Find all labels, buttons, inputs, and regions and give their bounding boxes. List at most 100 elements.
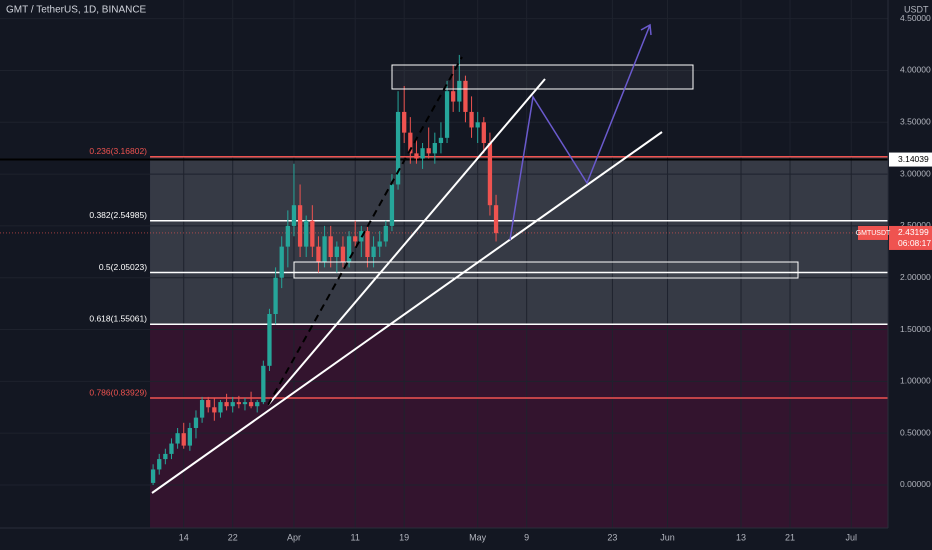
candle-body bbox=[493, 205, 499, 234]
candle-body bbox=[328, 236, 333, 258]
fib-label: 0.236(3.16802) bbox=[89, 146, 147, 156]
candle-body bbox=[426, 148, 431, 154]
drawings bbox=[151, 23, 799, 494]
dashed-trend-line bbox=[267, 56, 463, 406]
y-tick-label: 4.50000 bbox=[900, 13, 931, 23]
x-tick-label: Jul bbox=[845, 532, 857, 542]
x-tick-label: May bbox=[469, 532, 487, 542]
candle-body bbox=[304, 220, 309, 247]
time-axis bbox=[0, 528, 888, 550]
y-tick-label: 4.00000 bbox=[900, 65, 931, 75]
symbol-tag bbox=[858, 225, 888, 240]
candle-body bbox=[291, 205, 297, 226]
candle-body bbox=[365, 231, 370, 258]
y-tick-label: 0.50000 bbox=[900, 427, 931, 437]
y-tick-label: 3.50000 bbox=[900, 117, 931, 127]
candle-body bbox=[230, 402, 235, 407]
x-tick-label: 14 bbox=[179, 532, 189, 542]
fib-zone bbox=[150, 324, 888, 528]
candle-body bbox=[163, 453, 168, 460]
candle-body bbox=[181, 433, 186, 446]
y-tick-label: 1.50000 bbox=[900, 324, 931, 334]
candle-body bbox=[224, 402, 229, 407]
candle-body bbox=[481, 122, 486, 144]
candle-body bbox=[175, 433, 180, 444]
candle-body bbox=[414, 153, 419, 159]
candle-body bbox=[212, 407, 217, 413]
candle-body bbox=[218, 402, 223, 413]
candle-body bbox=[279, 246, 284, 278]
candle-body bbox=[457, 80, 462, 102]
axis-layer: 0.00000 0.50000 1.00000 1.50000 2.00000 2.500… bbox=[179, 13, 932, 542]
y-tick-label: 2.50000 bbox=[900, 220, 931, 230]
fib-label: 0.5(2.05023) bbox=[99, 262, 147, 272]
x-tick-label: 9 bbox=[524, 532, 529, 542]
candle-body bbox=[297, 205, 303, 247]
candle-body bbox=[402, 111, 407, 133]
candle-body bbox=[451, 91, 456, 102]
chart-title: GMT / TetherUS, 1D, BINANCE bbox=[6, 5, 147, 16]
last-price-label: 2.43199 bbox=[898, 227, 929, 237]
candle-body bbox=[444, 91, 450, 138]
candle-body bbox=[150, 469, 156, 483]
candle-body bbox=[157, 459, 162, 470]
x-tick-label: 22 bbox=[228, 532, 238, 542]
candle-body bbox=[389, 184, 395, 226]
symbol-label: GMTUSDT bbox=[856, 230, 891, 237]
candle-body bbox=[469, 111, 474, 128]
resistance-box bbox=[391, 64, 694, 90]
support-box bbox=[293, 261, 799, 279]
candle-body bbox=[438, 137, 444, 144]
candle-body bbox=[340, 246, 346, 263]
projection-arrow bbox=[640, 23, 652, 36]
candle-body bbox=[193, 417, 199, 428]
x-tick-label: 11 bbox=[351, 532, 360, 542]
candle-body bbox=[353, 236, 358, 242]
candle-body bbox=[346, 236, 352, 263]
countdown-label: 06:08:17 bbox=[898, 238, 931, 248]
candle-body bbox=[267, 314, 272, 366]
candle-body bbox=[463, 80, 468, 112]
candle-body bbox=[199, 400, 205, 418]
trend-line bbox=[267, 78, 546, 406]
fib-label: 0.786(0.83929) bbox=[89, 387, 147, 397]
trend-line bbox=[151, 131, 663, 494]
price-axis bbox=[888, 0, 932, 550]
currency-label: USDT bbox=[904, 4, 929, 14]
fib-label: 0.618(1.55061) bbox=[89, 314, 147, 324]
background-layer bbox=[150, 156, 888, 528]
x-tick-label: 21 bbox=[785, 532, 795, 542]
candle-body bbox=[371, 246, 376, 258]
candle-body bbox=[475, 122, 480, 128]
candle-body bbox=[236, 402, 241, 405]
last-price-tag bbox=[889, 225, 932, 250]
candle-body bbox=[408, 132, 413, 154]
candle-body bbox=[316, 246, 321, 263]
candle-layer bbox=[150, 54, 499, 485]
candle-body bbox=[169, 443, 174, 454]
candle-body bbox=[285, 225, 290, 247]
projection-path bbox=[509, 24, 651, 241]
candle-body bbox=[383, 225, 388, 242]
candle-body bbox=[255, 402, 260, 407]
y-tick-label: 0.00000 bbox=[900, 479, 931, 489]
candle-body bbox=[487, 143, 493, 206]
candle-body bbox=[248, 402, 254, 407]
candle-body bbox=[187, 427, 192, 446]
x-tick-label: 23 bbox=[607, 532, 617, 542]
candle-body bbox=[395, 111, 401, 185]
candle-body bbox=[334, 246, 339, 258]
x-tick-label: Jun bbox=[660, 532, 675, 542]
y-tick-label: 3.00000 bbox=[900, 168, 931, 178]
candle-body bbox=[322, 236, 327, 263]
grid-layer bbox=[0, 0, 888, 528]
marked-price-label: 3.14039 bbox=[898, 154, 929, 164]
candle-body bbox=[273, 277, 278, 315]
y-tick-label: 1.00000 bbox=[900, 376, 931, 386]
x-tick-label: 19 bbox=[399, 532, 409, 542]
candle-body bbox=[310, 220, 315, 247]
marked-price-tag bbox=[889, 152, 932, 167]
candle-body bbox=[261, 365, 266, 403]
x-tick-label: 13 bbox=[736, 532, 746, 542]
